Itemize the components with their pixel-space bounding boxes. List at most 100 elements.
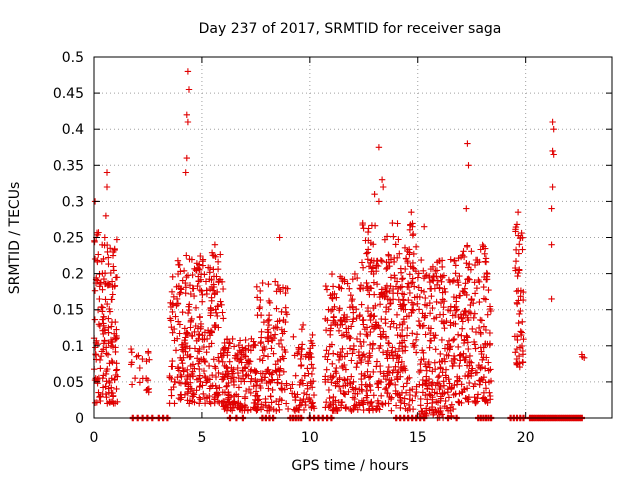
data-point (323, 366, 330, 373)
data-point (456, 352, 463, 359)
data-point (272, 361, 279, 368)
data-point (398, 343, 406, 350)
data-point (461, 308, 468, 315)
data-point (400, 306, 407, 313)
data-point (370, 270, 377, 278)
data-point (182, 169, 189, 176)
data-point (171, 400, 178, 407)
data-point (480, 283, 487, 291)
data-point (107, 342, 115, 349)
data-point (433, 267, 441, 274)
data-point (463, 291, 470, 299)
data-point (480, 295, 488, 302)
data-point (173, 295, 181, 303)
data-point (265, 329, 272, 336)
data-point (216, 384, 223, 391)
data-point (345, 388, 352, 395)
data-point (358, 301, 365, 308)
data-point (578, 351, 585, 358)
data-point (186, 353, 193, 361)
data-point (323, 286, 331, 293)
data-point (189, 271, 196, 279)
data-point (441, 325, 448, 332)
data-point (470, 314, 477, 321)
data-point (208, 340, 215, 347)
data-point (444, 389, 451, 396)
data-point (514, 336, 521, 344)
y-tick-label: 0.2 (62, 267, 84, 283)
data-point (485, 367, 492, 374)
data-point (218, 301, 225, 308)
data-point (99, 375, 106, 382)
data-point (340, 331, 347, 338)
x-tick-label: 10 (301, 430, 319, 446)
data-point (103, 378, 110, 385)
data-point (182, 334, 189, 341)
data-point (513, 361, 520, 368)
data-point (480, 344, 487, 351)
data-point (412, 392, 419, 400)
data-point (392, 402, 400, 409)
data-point (416, 368, 423, 376)
data-point (196, 383, 203, 390)
data-point (234, 351, 241, 358)
data-point (422, 294, 429, 302)
data-point (487, 307, 495, 315)
data-point (235, 357, 243, 365)
data-point (193, 376, 201, 383)
data-point (402, 255, 410, 262)
data-point (349, 276, 356, 283)
data-point (200, 367, 208, 375)
data-point (427, 265, 435, 273)
data-point (426, 344, 433, 351)
data-point (351, 390, 359, 397)
data-point (431, 285, 439, 292)
data-point (248, 375, 255, 382)
data-point (464, 339, 471, 346)
data-point (437, 383, 444, 391)
data-point (326, 343, 333, 350)
data-point (381, 236, 389, 243)
data-point (205, 264, 212, 271)
data-point (418, 356, 425, 363)
data-point (358, 387, 366, 395)
data-point (94, 257, 101, 264)
data-point (459, 318, 466, 325)
data-point (104, 365, 111, 373)
data-point (203, 349, 210, 356)
data-point (390, 367, 397, 374)
data-point (207, 327, 215, 335)
data-point (549, 147, 556, 155)
data-point (346, 345, 354, 352)
data-point (513, 345, 521, 353)
data-point (325, 386, 333, 394)
data-point (399, 290, 406, 297)
data-point (264, 317, 272, 324)
data-point (387, 300, 394, 307)
data-point (365, 237, 372, 244)
data-point (99, 286, 106, 293)
data-point (548, 205, 555, 212)
data-point (513, 288, 520, 295)
data-point (283, 400, 290, 407)
data-point (549, 118, 556, 126)
data-point (181, 380, 189, 387)
data-point (101, 234, 108, 241)
data-point (205, 343, 213, 350)
data-point (458, 314, 465, 321)
data-point (353, 335, 361, 343)
x-axis-label: GPS time / hours (291, 458, 408, 474)
data-point (330, 393, 337, 401)
data-point (425, 382, 433, 389)
data-point (393, 278, 401, 285)
data-point (359, 221, 366, 229)
data-point (375, 144, 383, 151)
data-point (441, 355, 448, 363)
data-point (145, 389, 152, 396)
data-point (364, 383, 371, 390)
data-point (470, 300, 477, 307)
data-point (462, 280, 469, 287)
data-point (434, 259, 441, 266)
data-point (309, 331, 316, 339)
